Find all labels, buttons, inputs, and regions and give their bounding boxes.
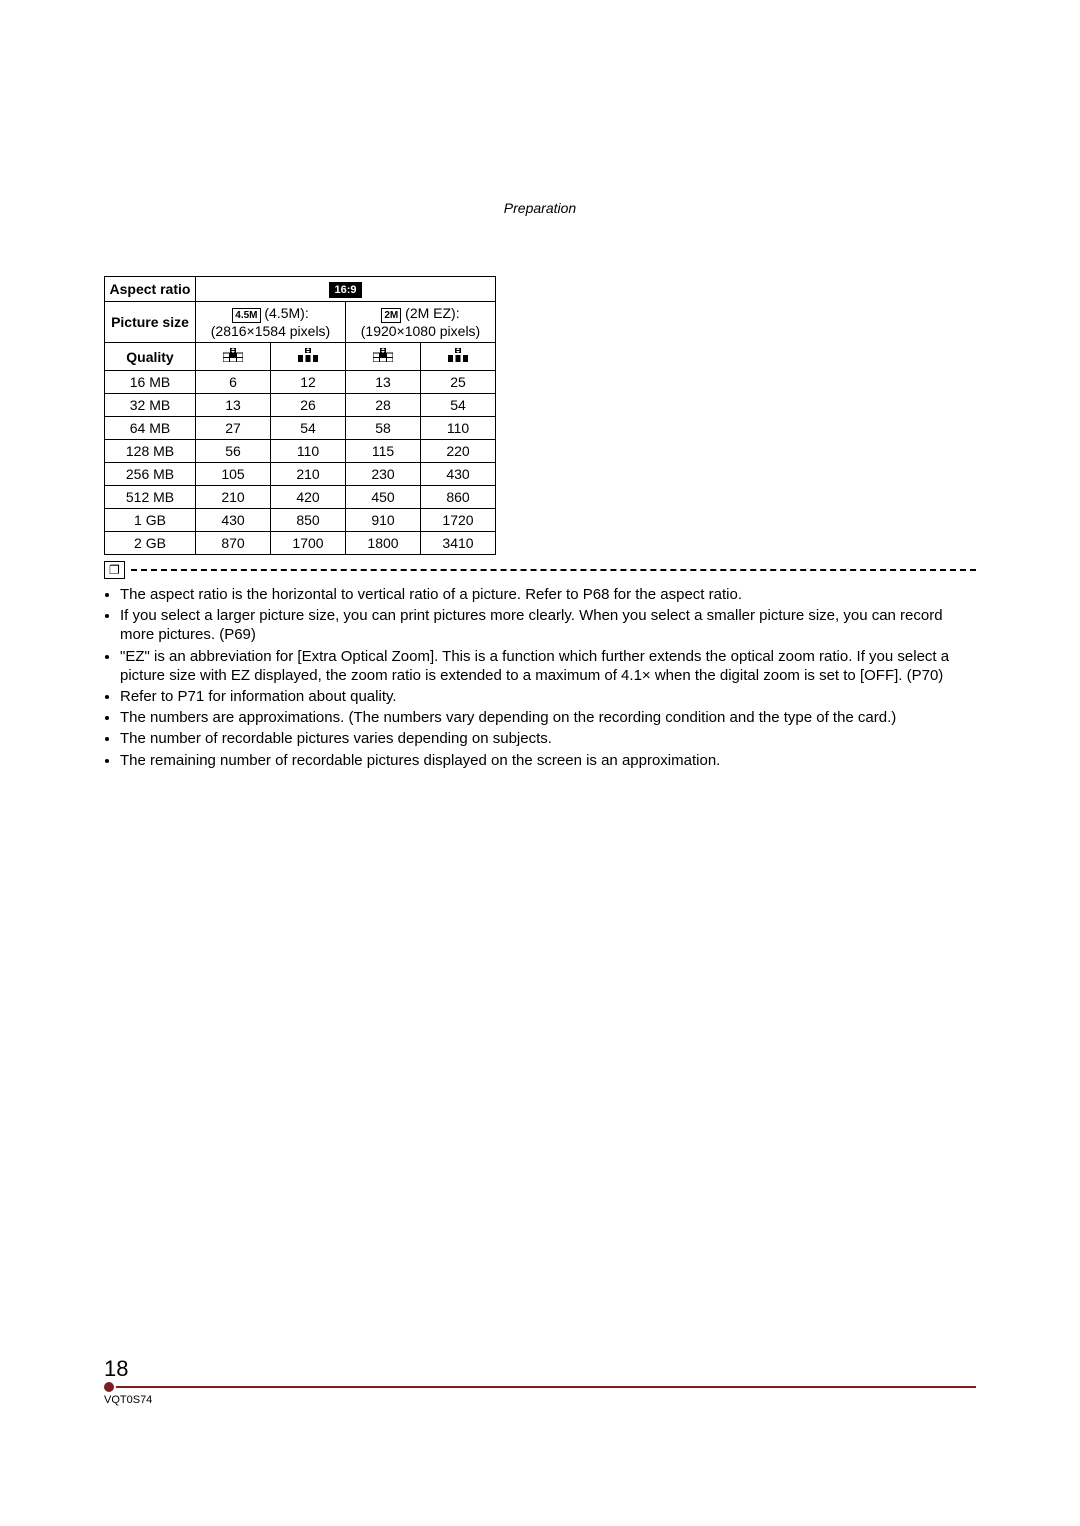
count-cell: 13 — [346, 371, 421, 394]
table-row: 128 MB56110115220 — [105, 440, 496, 463]
section-header: Preparation — [104, 200, 976, 216]
table-row: 16 MB6121325 — [105, 371, 496, 394]
size-b-label: (2M EZ): — [405, 305, 459, 321]
count-cell: 910 — [346, 509, 421, 532]
count-cell: 6 — [196, 371, 271, 394]
count-cell: 210 — [271, 463, 346, 486]
size-a-pixels: (2816×1584 pixels) — [211, 323, 330, 339]
count-cell: 220 — [421, 440, 496, 463]
table-row: 512 MB210420450860 — [105, 486, 496, 509]
note-item: The remaining number of recordable pictu… — [120, 751, 976, 770]
aspect-ratio-cell: 16:9 — [196, 277, 496, 302]
count-cell: 58 — [346, 417, 421, 440]
picture-size-icon: 2M — [381, 308, 401, 323]
header-aspect-ratio: Aspect ratio — [105, 277, 196, 302]
capacity-cell: 128 MB — [105, 440, 196, 463]
note-item: "EZ" is an abbreviation for [Extra Optic… — [120, 647, 976, 685]
count-cell: 230 — [346, 463, 421, 486]
capacity-cell: 256 MB — [105, 463, 196, 486]
count-cell: 1800 — [346, 532, 421, 555]
table-row: 32 MB13262854 — [105, 394, 496, 417]
aspect-ratio-badge: 16:9 — [329, 282, 361, 298]
header-quality: Quality — [105, 343, 196, 371]
table-row: 2 GB870170018003410 — [105, 532, 496, 555]
count-cell: 13 — [196, 394, 271, 417]
page-footer: 18 VQT0S74 — [104, 1358, 976, 1406]
footer-rule — [104, 1382, 976, 1392]
count-cell: 110 — [271, 440, 346, 463]
count-cell: 25 — [421, 371, 496, 394]
size-a-label: (4.5M): — [264, 305, 308, 321]
capacity-cell: 32 MB — [105, 394, 196, 417]
size-b-pixels: (1920×1080 pixels) — [361, 323, 480, 339]
count-cell: 870 — [196, 532, 271, 555]
notes-list: The aspect ratio is the horizontal to ve… — [104, 585, 976, 770]
capacity-cell: 16 MB — [105, 371, 196, 394]
count-cell: 3410 — [421, 532, 496, 555]
note-item: The numbers are approximations. (The num… — [120, 708, 976, 727]
header-picture-size: Picture size — [105, 302, 196, 343]
quality-fine-icon — [346, 343, 421, 371]
size-a-cell: 4.5M (4.5M): (2816×1584 pixels) — [196, 302, 346, 343]
manual-page: Preparation Aspect ratio 16:9 Picture si… — [0, 0, 1080, 1526]
table-row: 1 GB4308509101720 — [105, 509, 496, 532]
count-cell: 450 — [346, 486, 421, 509]
table-row: 256 MB105210230430 — [105, 463, 496, 486]
dash-line — [131, 569, 976, 571]
count-cell: 56 — [196, 440, 271, 463]
count-cell: 430 — [196, 509, 271, 532]
note-separator: ❐ — [104, 561, 976, 579]
count-cell: 26 — [271, 394, 346, 417]
count-cell: 28 — [346, 394, 421, 417]
count-cell: 850 — [271, 509, 346, 532]
count-cell: 12 — [271, 371, 346, 394]
capacity-cell: 512 MB — [105, 486, 196, 509]
count-cell: 27 — [196, 417, 271, 440]
count-cell: 115 — [346, 440, 421, 463]
note-item: The number of recordable pictures varies… — [120, 729, 976, 748]
note-item: Refer to P71 for information about quali… — [120, 687, 976, 706]
capacity-cell: 64 MB — [105, 417, 196, 440]
count-cell: 420 — [271, 486, 346, 509]
count-cell: 430 — [421, 463, 496, 486]
count-cell: 1720 — [421, 509, 496, 532]
storage-table: Aspect ratio 16:9 Picture size 4.5M (4.5… — [104, 276, 496, 555]
note-icon: ❐ — [104, 561, 125, 579]
count-cell: 54 — [421, 394, 496, 417]
table-row: 64 MB275458110 — [105, 417, 496, 440]
capacity-cell: 2 GB — [105, 532, 196, 555]
count-cell: 54 — [271, 417, 346, 440]
picture-size-icon: 4.5M — [232, 308, 260, 323]
count-cell: 105 — [196, 463, 271, 486]
size-b-cell: 2M (2M EZ): (1920×1080 pixels) — [346, 302, 496, 343]
doc-code: VQT0S74 — [104, 1394, 976, 1406]
quality-standard-icon — [271, 343, 346, 371]
note-item: The aspect ratio is the horizontal to ve… — [120, 585, 976, 604]
count-cell: 110 — [421, 417, 496, 440]
quality-standard-icon — [421, 343, 496, 371]
quality-fine-icon — [196, 343, 271, 371]
count-cell: 860 — [421, 486, 496, 509]
note-item: If you select a larger picture size, you… — [120, 606, 976, 644]
count-cell: 210 — [196, 486, 271, 509]
count-cell: 1700 — [271, 532, 346, 555]
capacity-cell: 1 GB — [105, 509, 196, 532]
page-number: 18 — [104, 1358, 976, 1380]
